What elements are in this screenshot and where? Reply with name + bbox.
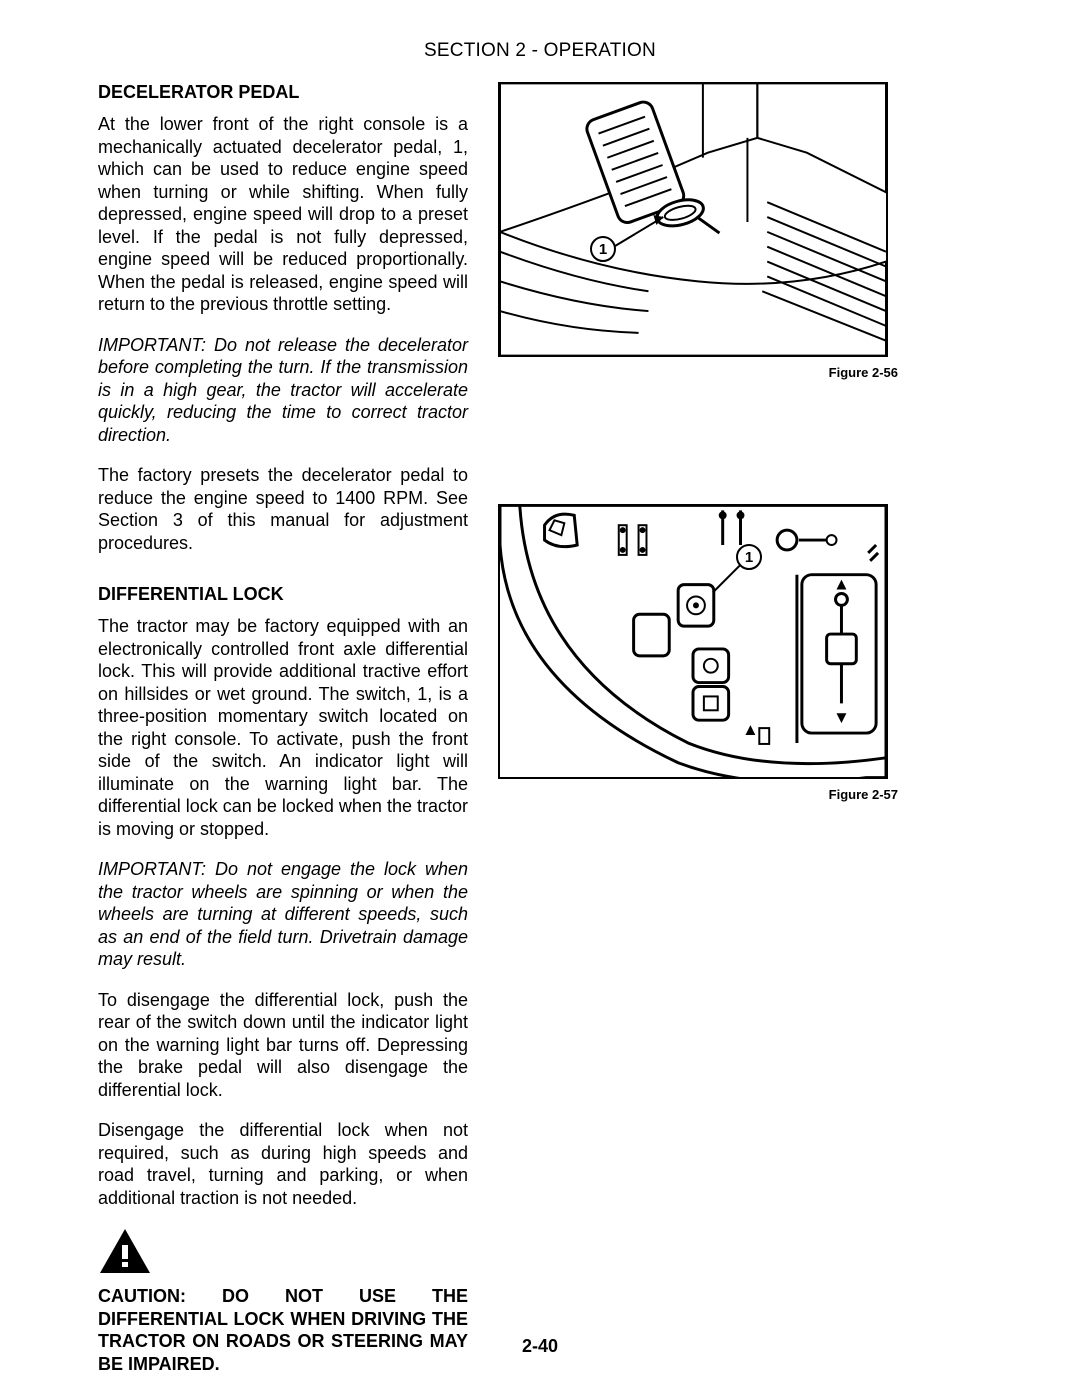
caution-text: CAUTION: DO NOT USE THE DIFFERENTIAL LOC… [98, 1285, 468, 1375]
figure-2-56-caption: Figure 2-56 [498, 365, 898, 380]
para-diff-3: To disengage the differential lock, push… [98, 989, 468, 1102]
figure-callout-1b: 1 [736, 544, 762, 570]
warning-triangle-icon [98, 1227, 468, 1275]
figure-column: 1 Figure 2-56 [498, 82, 898, 1375]
figure-2-56: 1 [498, 82, 888, 357]
figure-spacer [498, 420, 898, 504]
section-header: SECTION 2 - OPERATION [98, 40, 982, 62]
figure-callout-1: 1 [590, 236, 616, 262]
page-number: 2-40 [0, 1336, 1080, 1357]
para-decel-3: The factory presets the decelerator peda… [98, 464, 468, 554]
para-diff-1: The tractor may be factory equipped with… [98, 615, 468, 840]
two-column-layout: DECELERATOR PEDAL At the lower front of … [98, 82, 982, 1375]
figure-2-57: 1 [498, 504, 888, 779]
heading-difflock: DIFFERENTIAL LOCK [98, 584, 468, 605]
para-decel-1: At the lower front of the right console … [98, 113, 468, 316]
para-diff-4: Disengage the differential lock when not… [98, 1119, 468, 1209]
para-decel-important: IMPORTANT: Do not release the decelerato… [98, 334, 468, 447]
figure-2-57-caption: Figure 2-57 [498, 787, 898, 802]
manual-page: SECTION 2 - OPERATION DECELERATOR PEDAL … [0, 0, 1080, 1397]
heading-decelerator: DECELERATOR PEDAL [98, 82, 468, 103]
text-column: DECELERATOR PEDAL At the lower front of … [98, 82, 468, 1375]
para-diff-important: IMPORTANT: Do not engage the lock when t… [98, 858, 468, 971]
